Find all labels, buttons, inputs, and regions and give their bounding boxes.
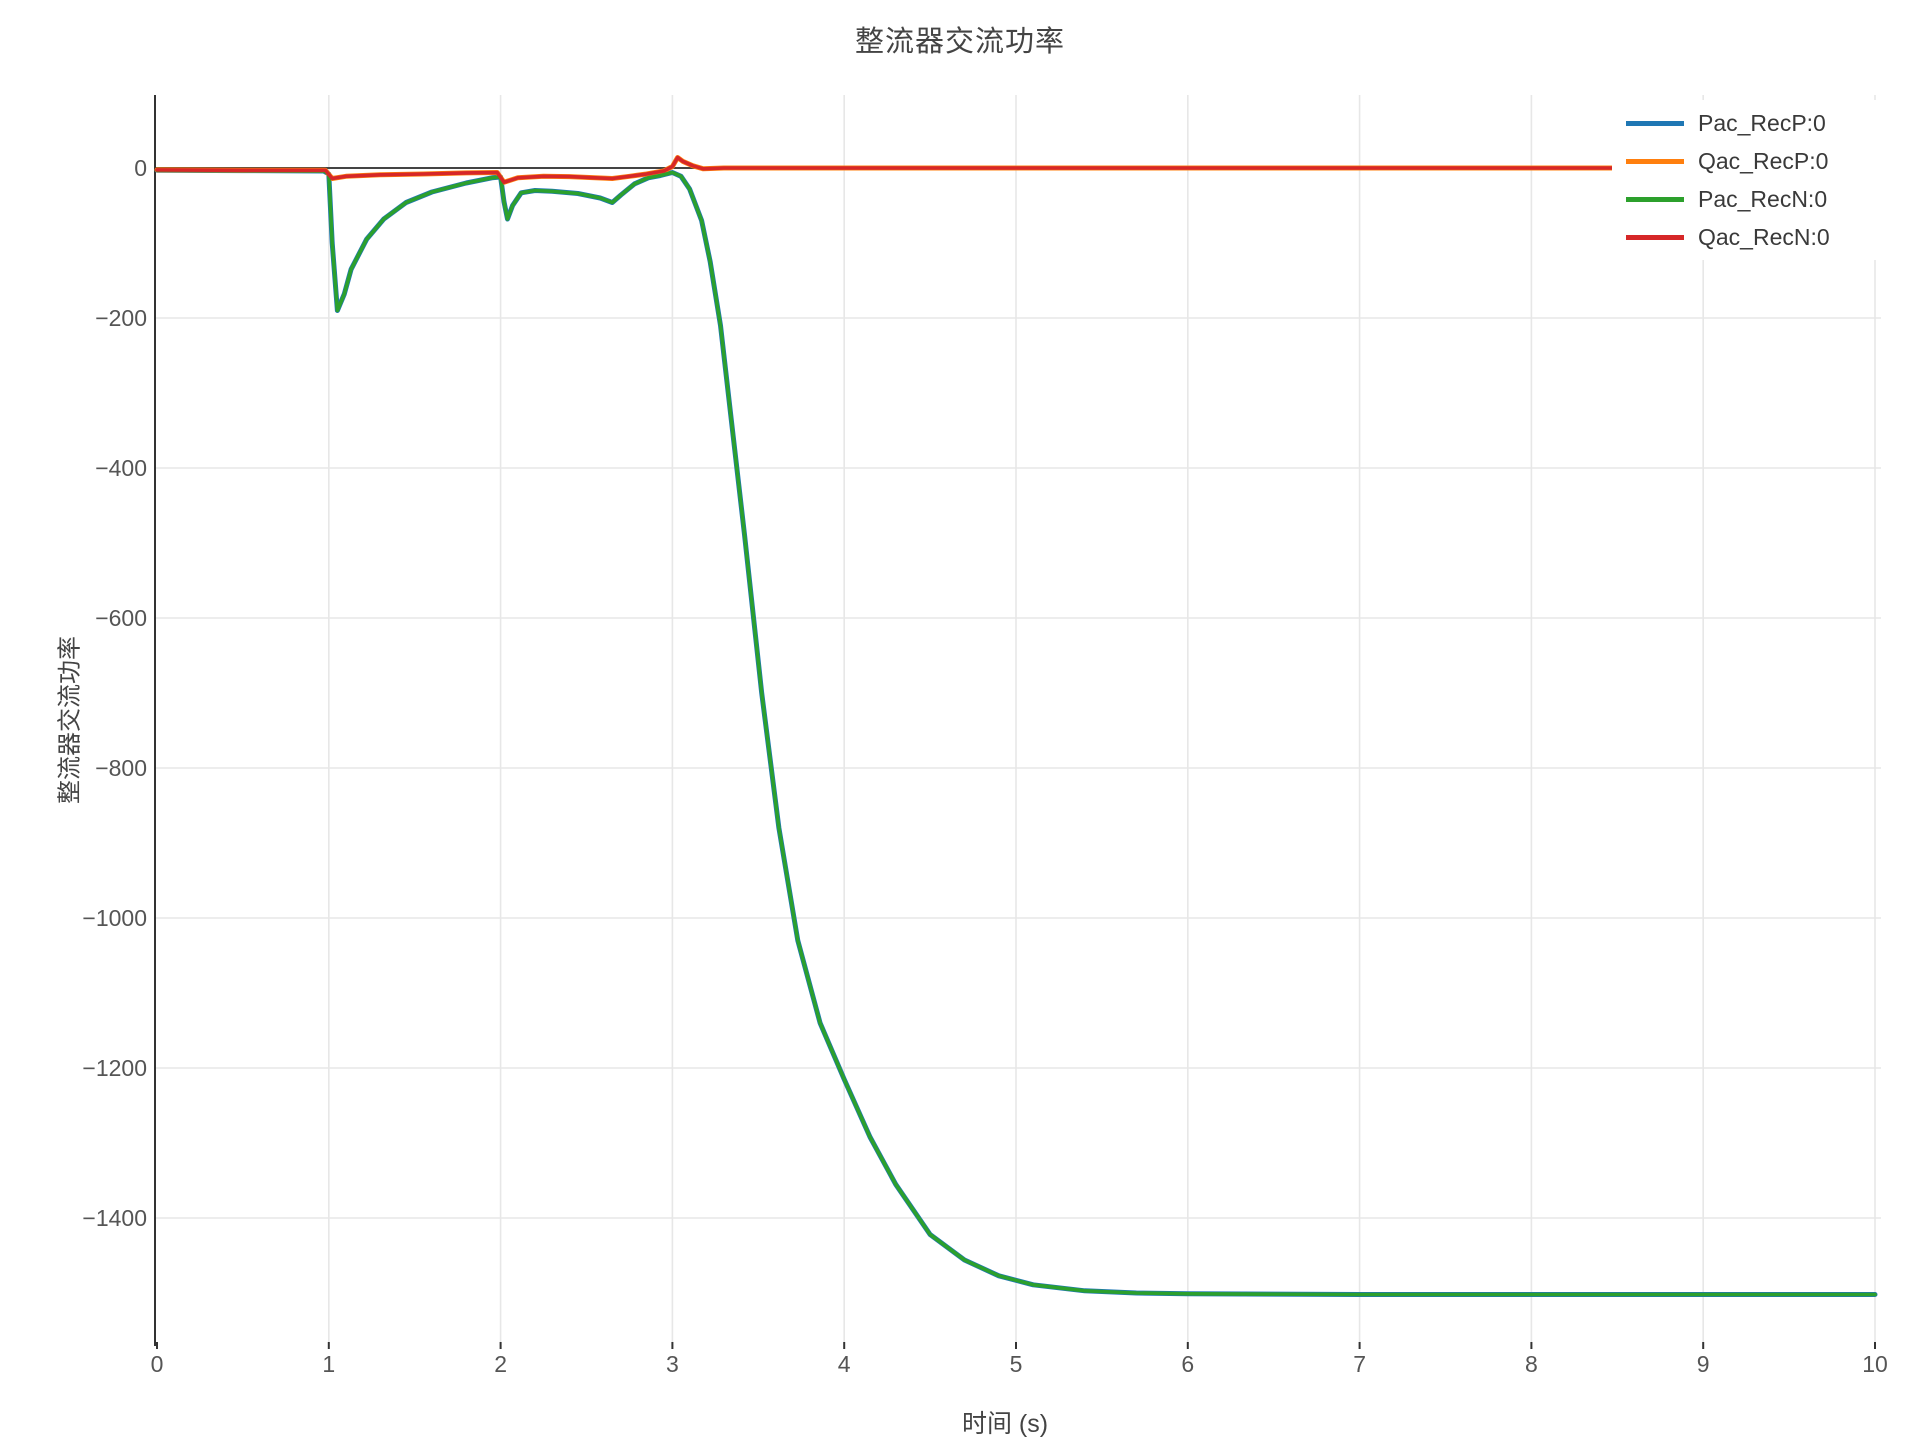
x-tick-label: 10 bbox=[1862, 1351, 1888, 1377]
series-line bbox=[155, 168, 1877, 1297]
x-axis-title: 时间 (s) bbox=[961, 1410, 1049, 1438]
legend-label: Pac_RecP:0 bbox=[1698, 109, 1826, 136]
legend-label: Pac_RecN:0 bbox=[1698, 185, 1828, 212]
y-tick-label: −800 bbox=[95, 755, 147, 781]
x-tick-label: 1 bbox=[322, 1351, 335, 1377]
y-tick-label: 0 bbox=[134, 155, 147, 181]
y-tick-label: −600 bbox=[95, 605, 147, 631]
legend-swatch bbox=[1626, 120, 1684, 126]
x-tick-label: 5 bbox=[1010, 1351, 1023, 1377]
x-tick-label: 4 bbox=[838, 1351, 851, 1377]
legend-label: Qac_RecP:0 bbox=[1698, 147, 1829, 174]
y-tick-label: −1400 bbox=[82, 1205, 147, 1231]
legend-item[interactable]: Qac_RecP:0 bbox=[1626, 146, 1920, 176]
x-tick-label: 0 bbox=[151, 1351, 164, 1377]
chart-title: 整流器交流功率 bbox=[854, 26, 1065, 58]
legend-item[interactable]: Qac_RecN:0 bbox=[1626, 222, 1920, 252]
y-axis-title: 整流器交流功率 bbox=[56, 636, 84, 804]
x-tick-label: 9 bbox=[1697, 1351, 1710, 1377]
series-line bbox=[155, 155, 1877, 185]
legend: Pac_RecP:0 Qac_RecP:0 Pac_RecN:0 Qac_RecN:0 bbox=[1612, 100, 1920, 260]
y-tick-label: −400 bbox=[95, 455, 147, 481]
legend-swatch bbox=[1626, 158, 1684, 164]
y-tick-label: −1000 bbox=[82, 905, 147, 931]
legend-swatch bbox=[1626, 234, 1684, 240]
x-tick-label: 2 bbox=[494, 1351, 507, 1377]
legend-item[interactable]: Pac_RecP:0 bbox=[1626, 108, 1920, 138]
x-tick-label: 7 bbox=[1353, 1351, 1366, 1377]
legend-swatch bbox=[1626, 196, 1684, 202]
y-tick-label: −1200 bbox=[82, 1055, 147, 1081]
x-tick-label: 8 bbox=[1525, 1351, 1538, 1377]
legend-item[interactable]: Pac_RecN:0 bbox=[1626, 184, 1920, 214]
x-tick-label: 3 bbox=[666, 1351, 679, 1377]
x-tick-label: 6 bbox=[1181, 1351, 1194, 1377]
legend-label: Qac_RecN:0 bbox=[1698, 223, 1830, 250]
y-tick-label: −200 bbox=[95, 305, 147, 331]
